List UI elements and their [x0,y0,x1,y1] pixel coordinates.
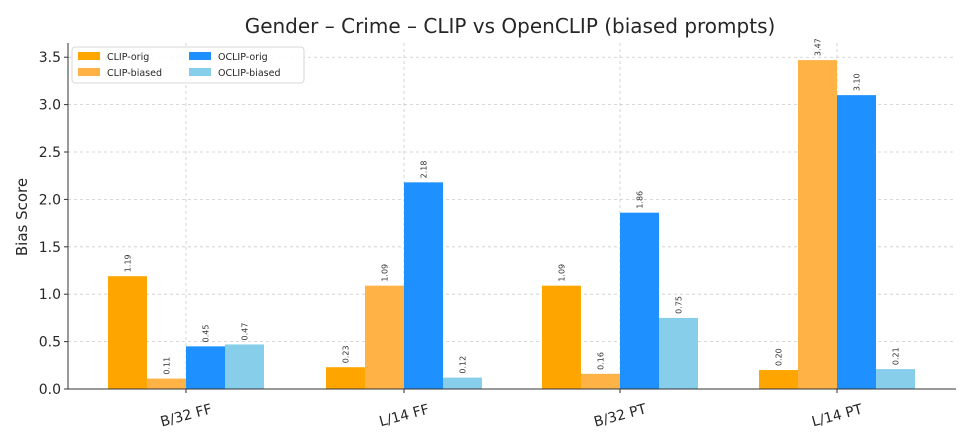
data-label: 1.09 [558,264,567,282]
data-label: 1.19 [124,254,133,272]
legend-swatch-oclip-biased [189,68,211,76]
legend-swatch-clip-orig [78,52,100,60]
data-label: 0.12 [459,356,468,374]
bar-clip-orig [108,276,147,389]
data-label: 3.10 [853,73,862,91]
bar-oclip-biased [876,369,915,389]
data-label: 0.45 [202,325,211,343]
bars [108,60,915,389]
legend-box [71,46,305,84]
bar-clip-orig [759,370,798,389]
bar-oclip-orig [837,95,876,389]
bar-clip-biased [581,373,620,389]
axes [64,43,956,393]
data-label: 0.16 [597,352,606,370]
x-tick-label: L/14 PT [810,401,865,430]
bar-oclip-biased [225,344,264,389]
bar-oclip-biased [659,317,698,389]
legend-swatch-oclip-orig [189,52,211,60]
y-tick-label: 1.0 [39,287,61,303]
y-tick-label: 1.5 [39,240,61,256]
bar-clip-biased [147,378,186,389]
bar-clip-orig [326,367,365,389]
data-label: 0.11 [163,357,172,375]
data-label: 0.47 [241,323,250,341]
y-tick-label: 3.5 [39,50,61,66]
data-label: 0.23 [342,345,351,363]
bar-oclip-orig [620,212,659,389]
legend-swatch-clip-biased [78,68,100,76]
data-label: 2.18 [420,161,429,179]
data-label: 0.20 [775,348,784,366]
data-label: 1.09 [381,264,390,282]
bar-clip-biased [365,285,404,389]
bar-oclip-orig [404,182,443,389]
bar-clip-biased [798,60,837,389]
legend-label: CLIP-orig [107,52,149,63]
chart-title: Gender – Crime – CLIP vs OpenCLIP (biase… [245,14,776,38]
legend-label: CLIP-biased [107,68,162,79]
data-label: 3.47 [814,38,823,56]
x-tick-label: B/32 FF [159,401,214,430]
y-axis-label: Bias Score [13,178,31,256]
bar-oclip-biased [443,377,482,389]
data-label: 0.21 [892,347,901,365]
data-labels: 1.19 0.23 1.09 0.20 0.11 1.09 0.16 3.47 0.45 2.18… [124,38,901,374]
x-tick-label: B/32 PT [592,401,648,430]
y-tick-label: 0.5 [39,335,61,351]
legend-label: OCLIP-biased [218,68,280,79]
data-label: 1.86 [636,191,645,209]
data-label: 0.75 [675,296,684,314]
bar-clip-orig [542,285,581,389]
y-tick-label: 0.0 [39,382,61,398]
y-tick-label: 3.0 [39,98,61,114]
legend: CLIP-orig CLIP-biased OCLIP-orig OCLIP-bias… [71,46,305,84]
y-tick-label: 2.0 [39,192,61,208]
y-tick-label: 2.5 [39,145,61,161]
bar-oclip-orig [186,346,225,389]
x-tick-label: L/14 FF [378,402,431,431]
legend-label: OCLIP-orig [218,52,268,63]
